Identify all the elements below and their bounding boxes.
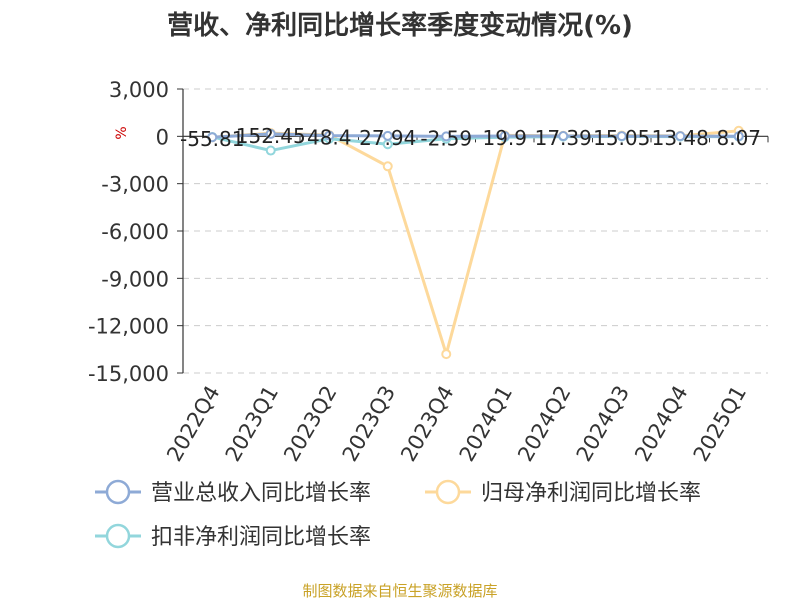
y-tick-label: -9,000 [101, 267, 169, 291]
x-tick-label: 2025Q1 [689, 382, 751, 466]
data-point [558, 131, 569, 142]
y-axis-unit: % [114, 126, 130, 139]
y-tick-label: 3,000 [109, 78, 169, 102]
y-tick-label: -15,000 [88, 362, 169, 386]
x-tick-label: 2023Q1 [221, 382, 283, 466]
legend-label: 营业总收入同比增长率 [151, 481, 371, 506]
x-tick-label: 2023Q2 [279, 382, 341, 466]
x-tick-label: 2024Q2 [513, 382, 575, 466]
x-tick-label: 2022Q4 [162, 382, 224, 466]
data-label: 15.05 [593, 126, 650, 150]
data-label: -55.81 [180, 127, 244, 151]
legend-item: 扣非净利润同比增长率 [95, 523, 371, 550]
legend-label: 归母净利润同比增长率 [481, 481, 701, 506]
legend-swatch-marker [105, 479, 131, 505]
data-point [265, 128, 276, 139]
y-tick-label: -6,000 [101, 220, 169, 244]
data-point [441, 349, 452, 360]
x-tick-label: 2024Q4 [630, 382, 692, 466]
data-label: -2.59 [420, 126, 472, 150]
chart-title: 营收、净利同比增长率季度变动情况(%) [167, 10, 633, 41]
data-label: 13.48 [652, 126, 709, 150]
y-tick-label: -12,000 [88, 315, 169, 339]
legend-swatch-marker [105, 523, 131, 549]
x-tick-label: 2023Q3 [338, 382, 400, 466]
data-label: 17.39 [535, 126, 592, 150]
data-point [675, 131, 686, 142]
x-tick-label: 2024Q1 [455, 382, 517, 466]
y-tick-label: 0 [156, 125, 169, 149]
data-point [733, 131, 744, 142]
legend-item: 归母净利润同比增长率 [425, 479, 701, 506]
legend-label: 扣非净利润同比增长率 [151, 525, 371, 550]
data-label: 152.45 [236, 124, 306, 148]
data-label: 48.4 [307, 126, 352, 150]
x-tick-label: 2023Q4 [396, 382, 458, 466]
source-note: 制图数据来自恒生聚源数据库 [302, 582, 497, 600]
series-line [212, 129, 739, 356]
series-line [212, 132, 739, 139]
data-point [324, 130, 335, 141]
data-point [265, 145, 276, 156]
y-tick-label: -3,000 [101, 173, 169, 197]
data-label: 19.9 [482, 126, 527, 150]
data-label: 27.94 [359, 126, 416, 150]
x-tick-label: 2024Q3 [572, 382, 634, 466]
legend-item: 营业总收入同比增长率 [95, 479, 371, 506]
data-point [207, 132, 218, 143]
data-point [382, 130, 393, 141]
grid-lines [183, 88, 768, 374]
data-label: 8.07 [716, 126, 761, 150]
data-point [382, 161, 393, 172]
data-point [616, 131, 627, 142]
series-lines [207, 125, 744, 360]
data-point [499, 131, 510, 142]
data-point [441, 131, 452, 142]
legend-swatch-marker [435, 479, 461, 505]
